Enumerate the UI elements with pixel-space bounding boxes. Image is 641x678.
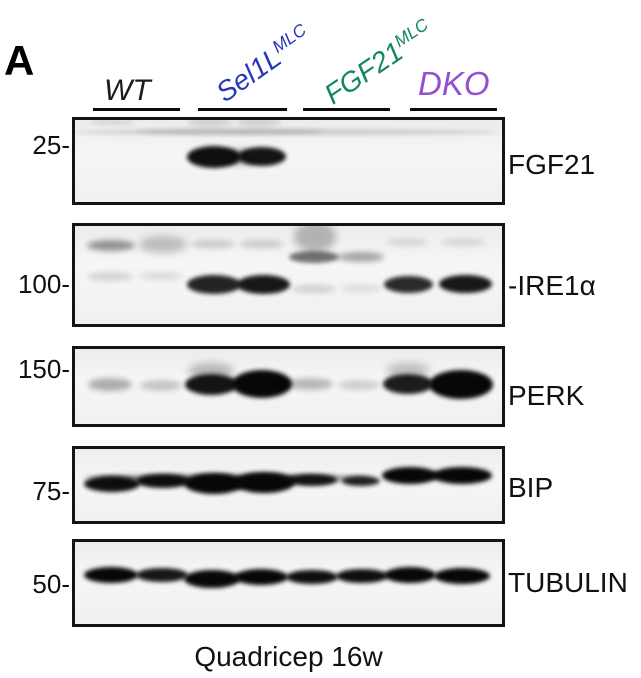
antibody-label: PERK xyxy=(508,379,584,413)
blot-band xyxy=(136,474,190,488)
blot-band xyxy=(84,567,138,583)
blot-band xyxy=(441,239,485,246)
blot-band xyxy=(429,370,493,399)
blot-band xyxy=(439,275,492,293)
blot-band xyxy=(237,275,290,294)
blot-box xyxy=(72,223,505,327)
blot-band xyxy=(338,252,384,262)
group-label-wt-text: WT xyxy=(104,74,151,107)
blot-box xyxy=(72,346,505,427)
blot-band xyxy=(434,568,490,584)
figure-caption: Quadricep 16w xyxy=(194,641,383,672)
blot-band xyxy=(87,240,135,251)
blot-band xyxy=(382,467,438,484)
blot-band xyxy=(139,272,183,280)
blot-band xyxy=(232,370,292,398)
molecular-weight-marker: 150- xyxy=(17,354,70,384)
blot-band xyxy=(338,380,380,390)
group-label-fgf21-mlc: FGF21MLC xyxy=(315,10,434,110)
group-label-wt: WT xyxy=(104,68,151,106)
blot-band xyxy=(234,569,288,585)
blot-band xyxy=(287,474,337,486)
antibody-label: TUBULIN xyxy=(508,566,628,600)
blot-box xyxy=(72,539,505,627)
blot-band xyxy=(187,275,241,294)
blot-band xyxy=(294,226,336,252)
blot-band xyxy=(75,129,499,135)
blot-band xyxy=(88,378,132,391)
blot-band xyxy=(336,569,388,583)
blot-box xyxy=(72,446,505,524)
group-label-fgf21-text: FGF21 xyxy=(318,35,409,111)
blot-band xyxy=(84,476,140,492)
antibody-label-text: FGF21 xyxy=(508,149,596,180)
group-underline-wt xyxy=(93,108,180,111)
molecular-weight-marker: 50- xyxy=(32,569,70,599)
blot-band xyxy=(237,120,281,126)
blot-band xyxy=(184,473,244,494)
blot-band xyxy=(238,147,286,166)
blot-band xyxy=(187,120,233,126)
group-label-dko: DKO xyxy=(418,62,490,102)
blot-band xyxy=(184,570,240,588)
blot-band xyxy=(240,240,284,248)
blot-band xyxy=(135,128,325,135)
blot-band xyxy=(87,272,133,281)
blot-band xyxy=(89,120,135,125)
group-underline-sel1l xyxy=(198,108,287,111)
blot-band xyxy=(340,285,382,292)
blot-band xyxy=(191,240,235,248)
blot-band xyxy=(289,251,339,263)
group-underline-fgf21 xyxy=(303,108,390,111)
antibody-label-text: PERK xyxy=(508,380,585,411)
antibody-label: FGF21 xyxy=(508,148,595,182)
blot-band xyxy=(386,363,430,377)
blot-band xyxy=(386,239,428,246)
molecular-weight-marker: 100- xyxy=(17,269,70,299)
blot-band xyxy=(185,374,238,395)
blot-box xyxy=(72,117,505,205)
blot-band xyxy=(384,567,436,583)
blot-band xyxy=(233,472,295,493)
blot-band xyxy=(432,467,492,484)
molecular-weight-marker: 25- xyxy=(32,130,70,160)
blot-band xyxy=(187,146,241,168)
blot-band xyxy=(342,476,380,486)
blot-band xyxy=(287,378,333,390)
antibody-label: BIP xyxy=(508,471,553,505)
antibody-label-text: BIP xyxy=(508,472,554,503)
antibody-label-text: TUBULIN xyxy=(508,567,628,598)
molecular-weight-marker: 75- xyxy=(32,476,70,506)
group-label-dko-text: DKO xyxy=(418,65,490,102)
blot-band xyxy=(292,285,336,293)
blot-band xyxy=(286,570,338,584)
blot-band xyxy=(384,276,433,293)
group-label-sel1l-mlc: Sel1LMLC xyxy=(207,15,313,108)
antibody-label-text: IRE1α xyxy=(517,270,596,301)
blot-band xyxy=(136,568,188,582)
group-underline-dko xyxy=(410,108,497,111)
label-tick: - xyxy=(508,270,518,301)
blot-band xyxy=(140,380,182,391)
panel-letter: A xyxy=(4,37,35,84)
antibody-label: -IRE1α xyxy=(508,269,596,303)
blot-band xyxy=(139,236,187,253)
blot-band xyxy=(383,374,433,394)
